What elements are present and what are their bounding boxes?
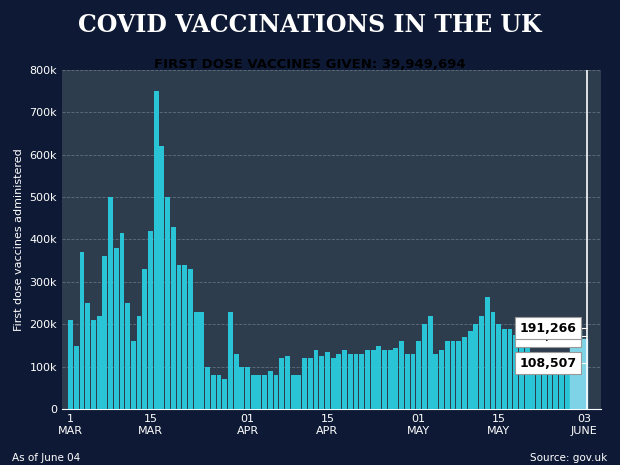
Bar <box>285 356 290 409</box>
Bar <box>325 352 330 409</box>
Bar <box>565 363 570 409</box>
Text: 108,507: 108,507 <box>519 357 576 370</box>
Bar <box>474 325 478 409</box>
Bar <box>245 367 250 409</box>
Bar <box>302 358 307 409</box>
Bar <box>410 354 415 409</box>
Bar <box>239 367 244 409</box>
Bar <box>102 257 107 409</box>
Bar <box>91 320 96 409</box>
Bar <box>250 375 255 409</box>
Bar <box>513 335 518 409</box>
Bar <box>108 197 113 409</box>
Bar <box>394 348 398 409</box>
Bar <box>547 363 552 409</box>
Bar <box>422 325 427 409</box>
Bar <box>376 345 381 409</box>
Bar <box>451 341 456 409</box>
Bar <box>68 320 73 409</box>
Bar <box>445 341 450 409</box>
Bar <box>553 360 558 409</box>
Bar <box>97 316 102 409</box>
Bar <box>280 358 284 409</box>
Bar <box>296 375 301 409</box>
Bar <box>154 91 159 409</box>
Bar <box>439 350 444 409</box>
Bar <box>74 345 79 409</box>
Text: 172,763: 172,763 <box>520 329 576 342</box>
Text: Source: gov.uk: Source: gov.uk <box>530 452 608 463</box>
Bar <box>268 371 273 409</box>
Bar <box>467 331 472 409</box>
Bar <box>479 316 484 409</box>
Bar <box>86 303 90 409</box>
Bar <box>262 375 267 409</box>
Bar <box>143 269 147 409</box>
Bar <box>165 197 170 409</box>
Bar <box>211 375 216 409</box>
Bar <box>257 375 262 409</box>
Text: As of June 04: As of June 04 <box>12 452 81 463</box>
Bar <box>353 354 358 409</box>
Bar <box>399 341 404 409</box>
Bar <box>456 341 461 409</box>
Text: COVID VACCINATIONS IN THE UK: COVID VACCINATIONS IN THE UK <box>78 13 542 37</box>
Bar <box>525 345 529 409</box>
Bar <box>428 316 433 409</box>
Bar <box>582 339 587 409</box>
Bar <box>148 231 153 409</box>
Bar <box>433 354 438 409</box>
Bar <box>337 354 341 409</box>
Bar <box>125 303 130 409</box>
Bar <box>542 358 547 409</box>
Bar <box>496 325 501 409</box>
Text: 191,266: 191,266 <box>520 321 576 334</box>
Bar <box>79 252 84 409</box>
Bar <box>273 375 278 409</box>
Bar <box>416 341 421 409</box>
Bar <box>319 356 324 409</box>
Bar <box>131 341 136 409</box>
Bar <box>228 312 232 409</box>
Bar <box>222 379 227 409</box>
Bar <box>342 350 347 409</box>
Bar <box>405 354 410 409</box>
Bar <box>159 146 164 409</box>
Bar <box>485 297 490 409</box>
Bar <box>536 354 541 409</box>
Bar <box>177 265 182 409</box>
Bar <box>508 329 513 409</box>
Bar <box>308 358 312 409</box>
Bar <box>371 350 376 409</box>
Bar <box>502 329 507 409</box>
Bar <box>193 312 198 409</box>
Bar <box>330 358 335 409</box>
Bar <box>171 227 175 409</box>
Bar <box>570 336 575 409</box>
Bar <box>462 337 467 409</box>
Bar <box>120 233 125 409</box>
Bar <box>359 354 364 409</box>
Y-axis label: First dose vaccines administered: First dose vaccines administered <box>14 148 24 331</box>
Bar <box>519 341 524 409</box>
Bar <box>114 248 118 409</box>
Bar <box>348 354 353 409</box>
Bar <box>388 350 392 409</box>
Bar <box>291 375 296 409</box>
Bar <box>365 350 370 409</box>
Bar <box>216 375 221 409</box>
Bar <box>490 312 495 409</box>
Bar <box>314 350 319 409</box>
Bar <box>382 350 387 409</box>
Bar <box>205 367 210 409</box>
Bar <box>559 358 564 409</box>
Bar <box>234 354 239 409</box>
Bar <box>531 354 535 409</box>
Bar <box>182 265 187 409</box>
Bar <box>136 316 141 409</box>
Bar <box>200 312 204 409</box>
Bar <box>188 269 193 409</box>
Bar <box>576 328 581 409</box>
Text: FIRST DOSE VACCINES GIVEN: 39,949,694: FIRST DOSE VACCINES GIVEN: 39,949,694 <box>154 58 466 71</box>
